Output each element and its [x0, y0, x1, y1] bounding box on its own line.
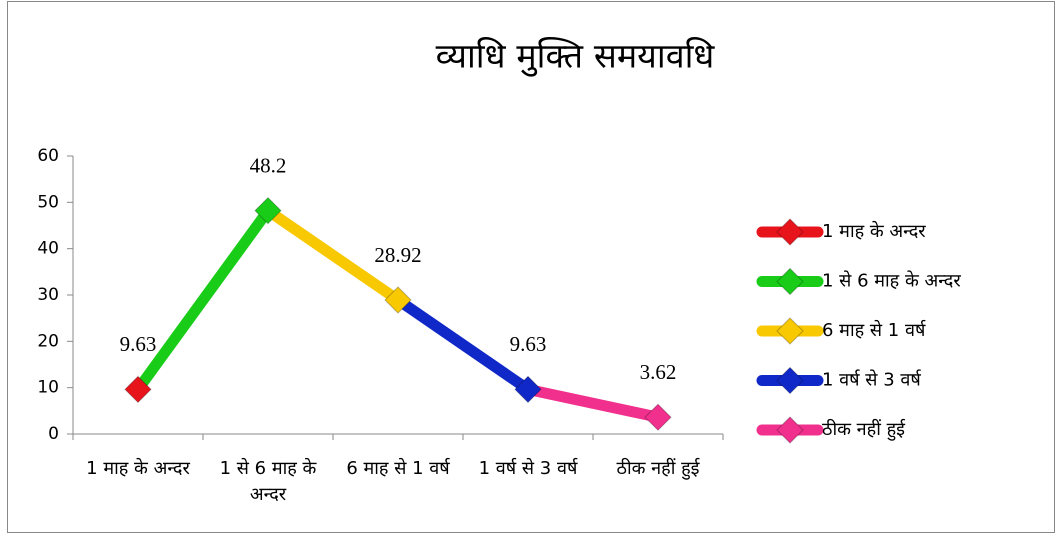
- data-label: 3.62: [640, 360, 677, 384]
- frame: [7, 1, 1055, 533]
- marker: [384, 286, 412, 314]
- y-tick-label: 30: [37, 285, 59, 305]
- marker: [124, 375, 152, 404]
- y-tick-label: 10: [37, 378, 59, 398]
- legend-marker: [776, 416, 804, 444]
- x-tick-label: 1 से 6 माह के अन्दर: [219, 458, 317, 505]
- data-label: 9.63: [120, 332, 157, 356]
- data-label: 9.63: [510, 332, 547, 356]
- legend-label: 6 माह से 1 वर्ष: [822, 319, 926, 341]
- marker: [254, 196, 282, 225]
- x-tick-label: 1 माह के अन्दर: [86, 458, 190, 479]
- marker: [644, 403, 672, 431]
- data-label: 48.2: [250, 153, 287, 177]
- legend-label: 1 से 6 माह के अन्दर: [822, 270, 961, 292]
- legend-label: ठीक नहीं हुई: [822, 418, 906, 441]
- x-tick-label: 1 वर्ष से 3 वर्ष: [478, 458, 578, 479]
- legend-label: 1 वर्ष से 3 वर्ष: [822, 369, 922, 391]
- chart-title: व्याधि मुक्ति समयावधि: [436, 37, 716, 78]
- y-tick-label: 50: [37, 192, 59, 212]
- legend-label: 1 माह के अन्दर: [822, 220, 926, 242]
- y-tick-label: 0: [48, 424, 59, 444]
- line-segment: [522, 383, 664, 423]
- data-label: 28.92: [374, 243, 421, 267]
- marker: [514, 375, 542, 404]
- line-segment: [392, 294, 534, 395]
- y-tick-label: 60: [37, 146, 59, 166]
- legend-marker: [776, 317, 804, 345]
- x-tick-label: 6 माह से 1 वर्ष: [346, 458, 450, 479]
- legend-marker: [776, 366, 804, 395]
- legend-marker: [776, 267, 804, 296]
- line-segment: [132, 205, 274, 395]
- line-segment: [262, 205, 404, 306]
- x-tick-label: ठीक नहीं हुई: [616, 458, 700, 479]
- legend-marker: [776, 218, 804, 246]
- y-tick-label: 20: [37, 331, 59, 351]
- y-tick-label: 40: [37, 239, 59, 259]
